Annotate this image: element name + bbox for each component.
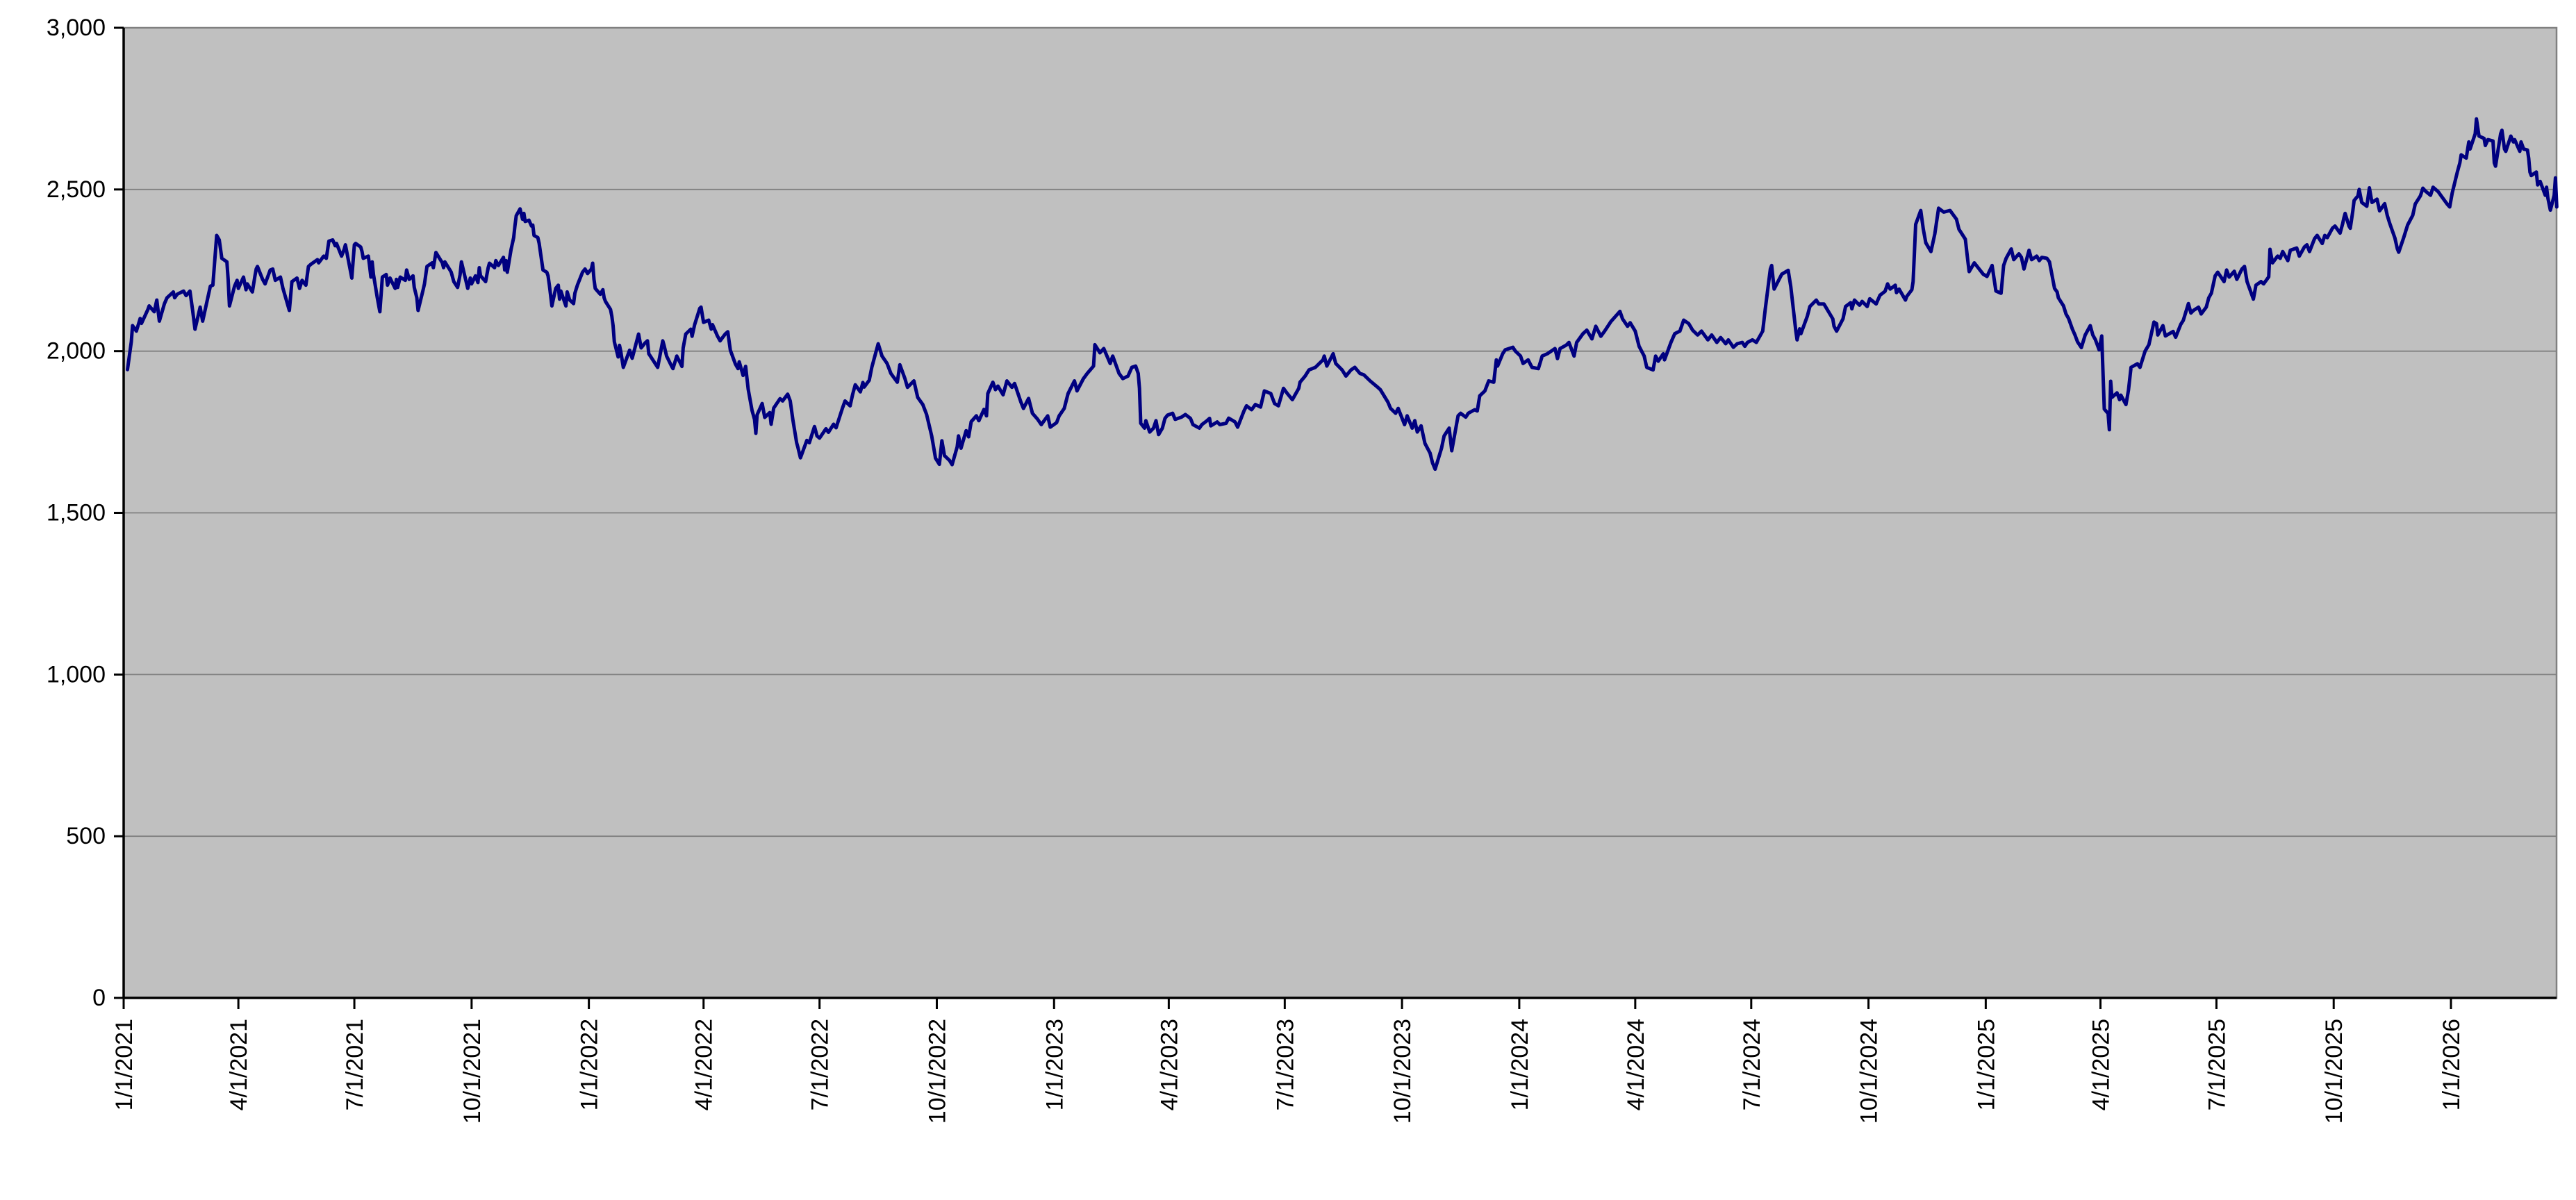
x-tick-label: 10/1/2022 <box>924 1019 950 1124</box>
x-tick-label: 7/1/2024 <box>1739 1019 1765 1110</box>
x-tick-label: 10/1/2023 <box>1389 1019 1416 1124</box>
x-tick-label: 4/1/2022 <box>691 1019 718 1110</box>
x-tick-label: 1/1/2025 <box>1973 1019 1999 1110</box>
x-tick-label: 4/1/2023 <box>1156 1019 1182 1110</box>
x-tick-label: 7/1/2022 <box>807 1019 834 1110</box>
x-tick-label: 1/1/2023 <box>1041 1019 1068 1110</box>
x-tick-label: 1/1/2026 <box>2438 1019 2465 1110</box>
x-tick-label: 7/1/2021 <box>342 1019 368 1110</box>
x-tick-label: 7/1/2023 <box>1272 1019 1298 1110</box>
x-tick-label: 10/1/2021 <box>459 1019 486 1124</box>
y-tick-label: 0 <box>92 985 106 1011</box>
x-tick-label: 1/1/2021 <box>111 1019 138 1110</box>
y-tick-label: 2,500 <box>47 176 106 203</box>
x-tick-label: 4/1/2021 <box>226 1019 252 1110</box>
x-tick-label: 1/1/2022 <box>577 1019 603 1110</box>
x-tick-label: 4/1/2025 <box>2088 1019 2114 1110</box>
y-tick-label: 500 <box>66 823 106 849</box>
series-line <box>126 117 2559 472</box>
y-tick-label: 1,000 <box>47 661 106 688</box>
y-tick-label: 3,000 <box>47 15 106 41</box>
y-tick-label: 1,500 <box>47 500 106 526</box>
x-tick-label: 10/1/2024 <box>1856 1019 1883 1124</box>
y-tick-label: 2,000 <box>47 338 106 365</box>
x-tick-label: 1/1/2024 <box>1507 1019 1533 1110</box>
x-tick-label: 4/1/2024 <box>1623 1019 1649 1110</box>
x-tick-label: 7/1/2025 <box>2204 1019 2230 1110</box>
x-tick-label: 10/1/2025 <box>2321 1019 2347 1124</box>
